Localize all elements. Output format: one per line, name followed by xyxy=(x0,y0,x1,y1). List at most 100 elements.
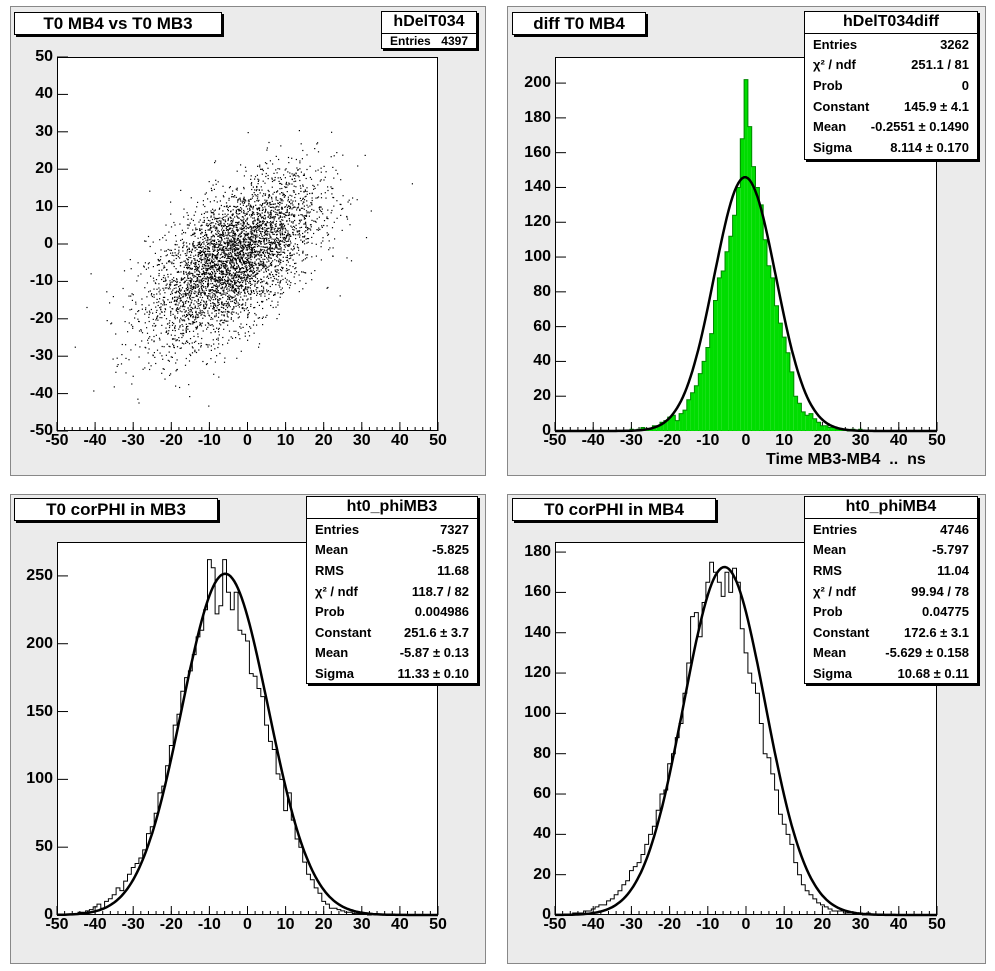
scatter-point xyxy=(226,292,228,294)
scatter-point xyxy=(307,228,309,230)
stats-key: Sigma xyxy=(813,139,853,155)
scatter-point xyxy=(222,216,224,218)
scatter-point xyxy=(245,231,247,233)
scatter-point xyxy=(261,168,263,170)
scatter-point xyxy=(241,280,243,282)
scatter-point xyxy=(232,251,234,253)
scatter-point xyxy=(235,206,237,208)
scatter-point xyxy=(224,286,226,288)
scatter-point xyxy=(183,272,185,274)
stats-row: Prob 0.04775 xyxy=(805,601,977,622)
scatter-point xyxy=(174,248,176,250)
scatter-point xyxy=(242,290,245,292)
scatter-point xyxy=(197,274,200,276)
scatter-point xyxy=(170,293,172,295)
scatter-point xyxy=(197,268,199,270)
scatter-point xyxy=(160,256,162,258)
scatter-point xyxy=(287,261,289,263)
scatter-point xyxy=(244,166,247,168)
stats-key: Prob xyxy=(813,77,843,93)
scatter-point xyxy=(177,297,179,299)
scatter-point xyxy=(219,200,221,202)
stats-value: 7327 xyxy=(440,521,469,537)
scatter-point xyxy=(297,175,299,177)
scatter-point xyxy=(313,220,315,222)
scatter-point xyxy=(211,265,213,267)
scatter-point xyxy=(370,210,372,212)
scatter-point xyxy=(231,241,233,243)
scatter-point xyxy=(283,236,286,239)
scatter-point xyxy=(298,130,300,132)
scatter-point xyxy=(323,220,326,222)
scatter-point xyxy=(260,261,262,263)
scatter-point xyxy=(148,320,150,323)
scatter-point xyxy=(241,220,243,222)
scatter-point xyxy=(266,281,268,283)
scatter-point xyxy=(164,280,166,282)
scatter-point xyxy=(249,271,251,273)
scatter-point xyxy=(270,220,272,223)
scatter-point xyxy=(197,201,199,203)
scatter-point xyxy=(268,252,270,254)
scatter-point xyxy=(260,282,262,284)
scatter-point xyxy=(285,206,287,208)
scatter-point xyxy=(211,276,213,278)
scatter-point xyxy=(182,295,185,297)
scatter-point xyxy=(234,273,237,275)
scatter-point xyxy=(186,314,188,316)
scatter-point xyxy=(210,274,212,276)
scatter-point xyxy=(227,206,229,209)
scatter-point xyxy=(192,323,194,325)
scatter-point xyxy=(150,294,152,296)
scatter-point xyxy=(293,173,295,175)
scatter-point xyxy=(168,260,170,262)
scatter-point xyxy=(304,231,306,233)
scatter-point xyxy=(254,261,256,263)
scatter-point xyxy=(223,233,225,236)
scatter-point xyxy=(250,266,252,268)
scatter-point xyxy=(212,268,214,270)
scatter-point xyxy=(282,229,284,231)
scatter-point xyxy=(231,250,233,252)
scatter-point xyxy=(241,257,243,259)
scatter-point xyxy=(250,178,252,180)
scatter-point xyxy=(238,247,240,250)
scatter-point xyxy=(250,251,252,253)
scatter-point xyxy=(336,200,338,202)
scatter-point xyxy=(278,275,280,277)
scatter-point xyxy=(266,314,268,316)
scatter-point xyxy=(252,233,254,235)
scatter-point xyxy=(185,331,187,333)
scatter-point xyxy=(180,298,182,300)
scatter-point xyxy=(285,236,288,238)
scatter-point xyxy=(202,200,204,202)
scatter-point xyxy=(251,250,253,252)
scatter-point xyxy=(186,297,189,299)
scatter-point xyxy=(220,234,222,236)
scatter-point xyxy=(236,213,238,215)
scatter-point xyxy=(170,312,172,314)
scatter-point xyxy=(278,217,280,219)
scatter-point xyxy=(201,228,203,230)
scatter-point xyxy=(248,293,250,295)
scatter-point xyxy=(178,296,180,298)
scatter-point xyxy=(200,258,202,261)
scatter-point xyxy=(265,269,267,271)
scatter-point xyxy=(206,222,208,225)
scatter-point xyxy=(230,238,232,240)
scatter-point xyxy=(223,235,225,237)
scatter-point xyxy=(216,264,218,266)
scatter-point xyxy=(168,322,170,324)
scatter-point xyxy=(217,305,219,307)
scatter-point xyxy=(205,245,207,247)
scatter-point xyxy=(210,210,212,212)
scatter-point xyxy=(220,220,222,222)
scatter-point xyxy=(214,245,216,247)
scatter-point xyxy=(320,246,322,248)
scatter-point xyxy=(218,268,220,270)
scatter-point xyxy=(238,290,240,292)
scatter-point xyxy=(240,304,242,306)
scatter-point xyxy=(251,213,254,215)
scatter-point xyxy=(310,226,312,228)
scatter-point xyxy=(220,306,222,308)
